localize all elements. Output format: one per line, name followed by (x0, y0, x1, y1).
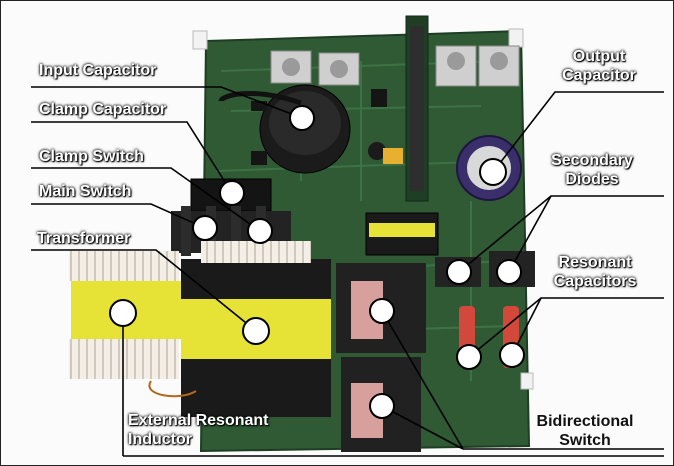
label-output-capacitor-line2: Capacitor (562, 67, 636, 84)
label-input-capacitor: Input Capacitor (39, 62, 157, 79)
label-bidirectional-switch-line2: Switch (559, 432, 611, 449)
label-external-resonant-inductor-line2: Inductor (128, 431, 192, 448)
label-resonant-capacitors-line1: Resonant (558, 254, 632, 271)
label-output-capacitor: Output Capacitor (539, 47, 659, 85)
label-clamp-capacitor: Clamp Capacitor (39, 101, 167, 118)
bidirectional-heatsink (336, 263, 426, 452)
label-bidirectional-switch: Bidirectional Switch (525, 412, 645, 450)
label-output-capacitor-line1: Output (572, 48, 626, 65)
top-terminals (270, 45, 520, 87)
label-bidirectional-switch-line1: Bidirectional (536, 413, 634, 430)
label-secondary-diodes: Secondary Diodes (537, 151, 647, 189)
external-inductor (69, 251, 181, 379)
label-clamp-switch: Clamp Switch (39, 148, 144, 165)
component-markers (109, 105, 525, 419)
label-external-resonant-inductor: External Resonant Inductor (128, 411, 268, 449)
label-main-switch: Main Switch (39, 183, 132, 200)
main-transformer (181, 241, 331, 417)
label-secondary-diodes-line1: Secondary (551, 152, 633, 169)
label-transformer: Transformer (37, 230, 131, 247)
label-external-resonant-inductor-line1: External Resonant (128, 412, 269, 429)
label-resonant-capacitors: Resonant Capacitors (539, 253, 651, 291)
label-secondary-diodes-line2: Diodes (565, 171, 619, 188)
label-resonant-capacitors-line2: Capacitors (553, 273, 637, 290)
